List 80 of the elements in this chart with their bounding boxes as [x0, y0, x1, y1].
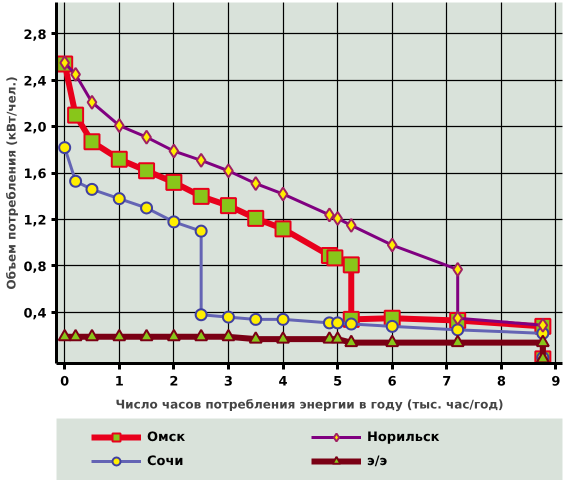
y-tick-label: 2,8: [23, 28, 46, 43]
y-tick-label: 1,2: [23, 214, 46, 229]
point: [85, 182, 98, 196]
point: [326, 249, 344, 266]
point: [331, 316, 344, 330]
x-tick-label: 1: [114, 374, 124, 390]
legend-label: э/э: [367, 454, 388, 468]
point: [223, 163, 234, 178]
point: [166, 328, 181, 342]
legend-label: Норильск: [367, 430, 440, 444]
legend-label: Сочи: [147, 454, 185, 468]
point: [250, 176, 262, 192]
point: [112, 192, 126, 206]
point: [330, 331, 345, 344]
point: [112, 328, 126, 342]
point: [59, 55, 70, 70]
point: [70, 66, 81, 82]
x-tick-label: 2: [169, 374, 178, 390]
point: [196, 152, 206, 168]
y-tick-label: 0,4: [23, 306, 46, 322]
point: [84, 328, 99, 342]
point: [278, 186, 288, 202]
point: [451, 323, 464, 336]
y-axis-title: Объем потребления (кВт/чел.): [4, 76, 18, 290]
point: [248, 331, 263, 344]
x-tick-label: 9: [551, 374, 560, 390]
point: [274, 220, 292, 238]
point: [324, 207, 335, 222]
point: [110, 150, 128, 168]
point: [346, 218, 357, 233]
point: [165, 174, 182, 191]
point: [220, 197, 237, 214]
x-tick-label: 0: [60, 374, 70, 390]
point: [452, 262, 464, 277]
point: [168, 144, 180, 159]
point: [276, 331, 290, 344]
point: [342, 256, 360, 274]
x-tick-label: 5: [333, 374, 342, 390]
point: [247, 210, 264, 227]
point: [452, 310, 464, 326]
point: [58, 328, 72, 342]
point: [138, 162, 156, 180]
point: [538, 318, 548, 333]
point: [192, 188, 210, 205]
x-tick-label: 6: [388, 374, 397, 390]
point: [221, 328, 236, 342]
point: [385, 334, 400, 348]
point: [83, 133, 100, 150]
point: [249, 312, 262, 326]
point: [69, 174, 82, 188]
point: [332, 210, 343, 226]
x-tick-label: 7: [442, 374, 452, 390]
point: [140, 201, 154, 214]
point: [194, 308, 208, 322]
point: [222, 310, 235, 324]
point: [58, 141, 72, 154]
y-tick-label: 1,6: [23, 167, 46, 182]
point: [386, 238, 398, 253]
point: [194, 328, 208, 342]
point: [194, 224, 208, 238]
point: [140, 328, 154, 342]
point: [68, 328, 83, 342]
y-tick-label: 0,8: [23, 260, 46, 275]
point: [86, 94, 98, 110]
point: [114, 118, 125, 134]
point: [167, 215, 180, 228]
point: [276, 312, 290, 326]
point: [344, 334, 358, 348]
x-tick-label: 4: [278, 374, 288, 390]
y-tick-label: 2,0: [23, 120, 46, 136]
point: [67, 106, 84, 124]
y-tick-label: 2,4: [23, 74, 46, 90]
x-axis-title: Число часов потребления энергии в году (тыс. час/год): [115, 398, 504, 412]
x-tick-label: 3: [224, 374, 233, 390]
point: [141, 130, 152, 145]
legend-label: Омск: [147, 430, 186, 444]
point: [450, 334, 465, 348]
point: [536, 334, 550, 348]
point: [386, 320, 399, 333]
x-tick-label: 8: [496, 374, 506, 390]
